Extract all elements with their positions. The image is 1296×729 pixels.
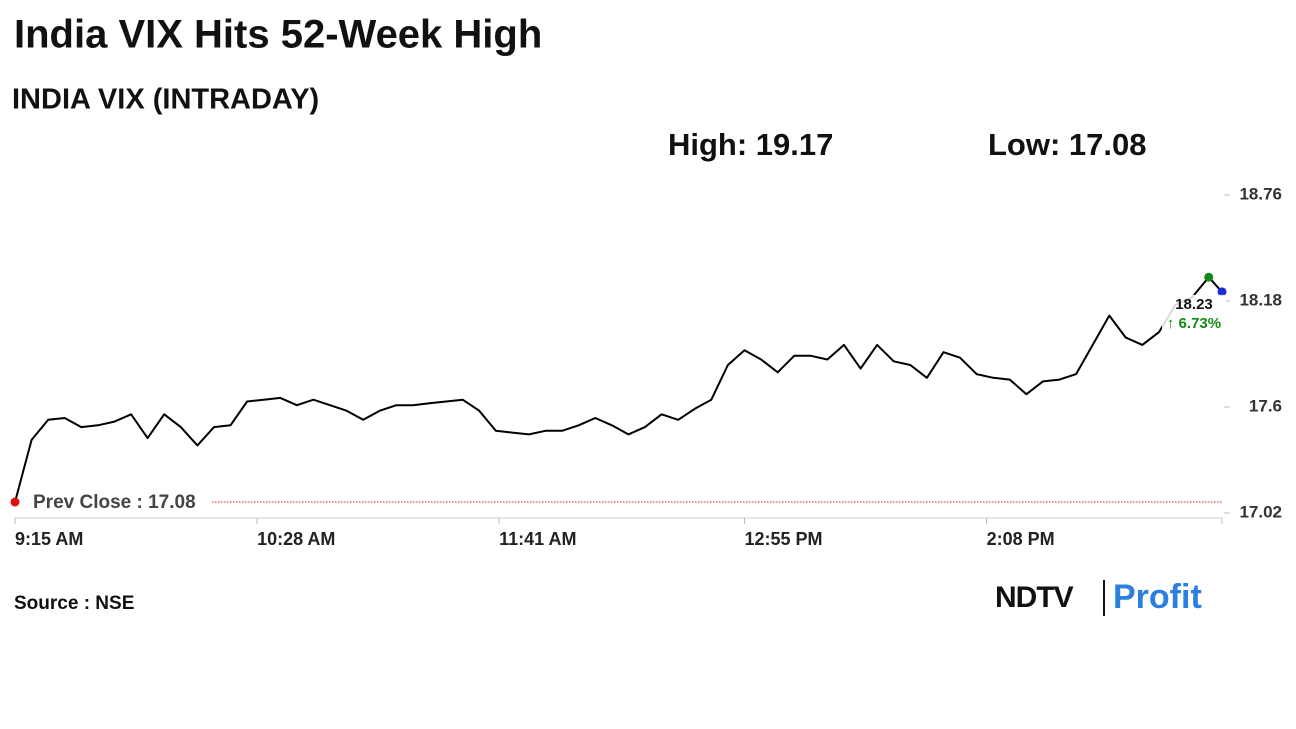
- last-value-label: 18.23: [1175, 296, 1213, 313]
- line-series: [14, 276, 1223, 503]
- x-tick-label: 2:08 PM: [987, 529, 1055, 549]
- y-tick-label: 18.76: [1239, 184, 1282, 203]
- low-label: Low: 17.08: [988, 127, 1147, 162]
- x-tick-label: 9:15 AM: [15, 529, 83, 549]
- y-tick-label: 17.6: [1249, 396, 1282, 415]
- last-marker: [1217, 287, 1227, 297]
- chart-title: India VIX Hits 52-Week High: [14, 13, 542, 57]
- change-label: ↑ 6.73%: [1167, 315, 1221, 332]
- start-marker: [10, 497, 20, 507]
- y-tick-label: 17.02: [1239, 502, 1282, 521]
- logo-ndtv: NDTV: [995, 581, 1074, 614]
- prev-close-label: Prev Close : 17.08: [33, 492, 196, 513]
- source: Source : NSE: [14, 593, 134, 614]
- high-marker: [1204, 272, 1214, 282]
- x-tick-label: 11:41 AM: [499, 529, 576, 549]
- x-tick-label: 12:55 PM: [745, 529, 823, 549]
- x-tick-label: 10:28 AM: [257, 529, 335, 549]
- high-label: High: 19.17: [668, 127, 833, 162]
- logo-profit: Profit: [1113, 578, 1202, 616]
- value-label-bg: [1162, 294, 1226, 335]
- chart-subtitle: INDIA VIX (INTRADAY): [12, 84, 319, 116]
- y-tick-label: 18.18: [1239, 290, 1282, 309]
